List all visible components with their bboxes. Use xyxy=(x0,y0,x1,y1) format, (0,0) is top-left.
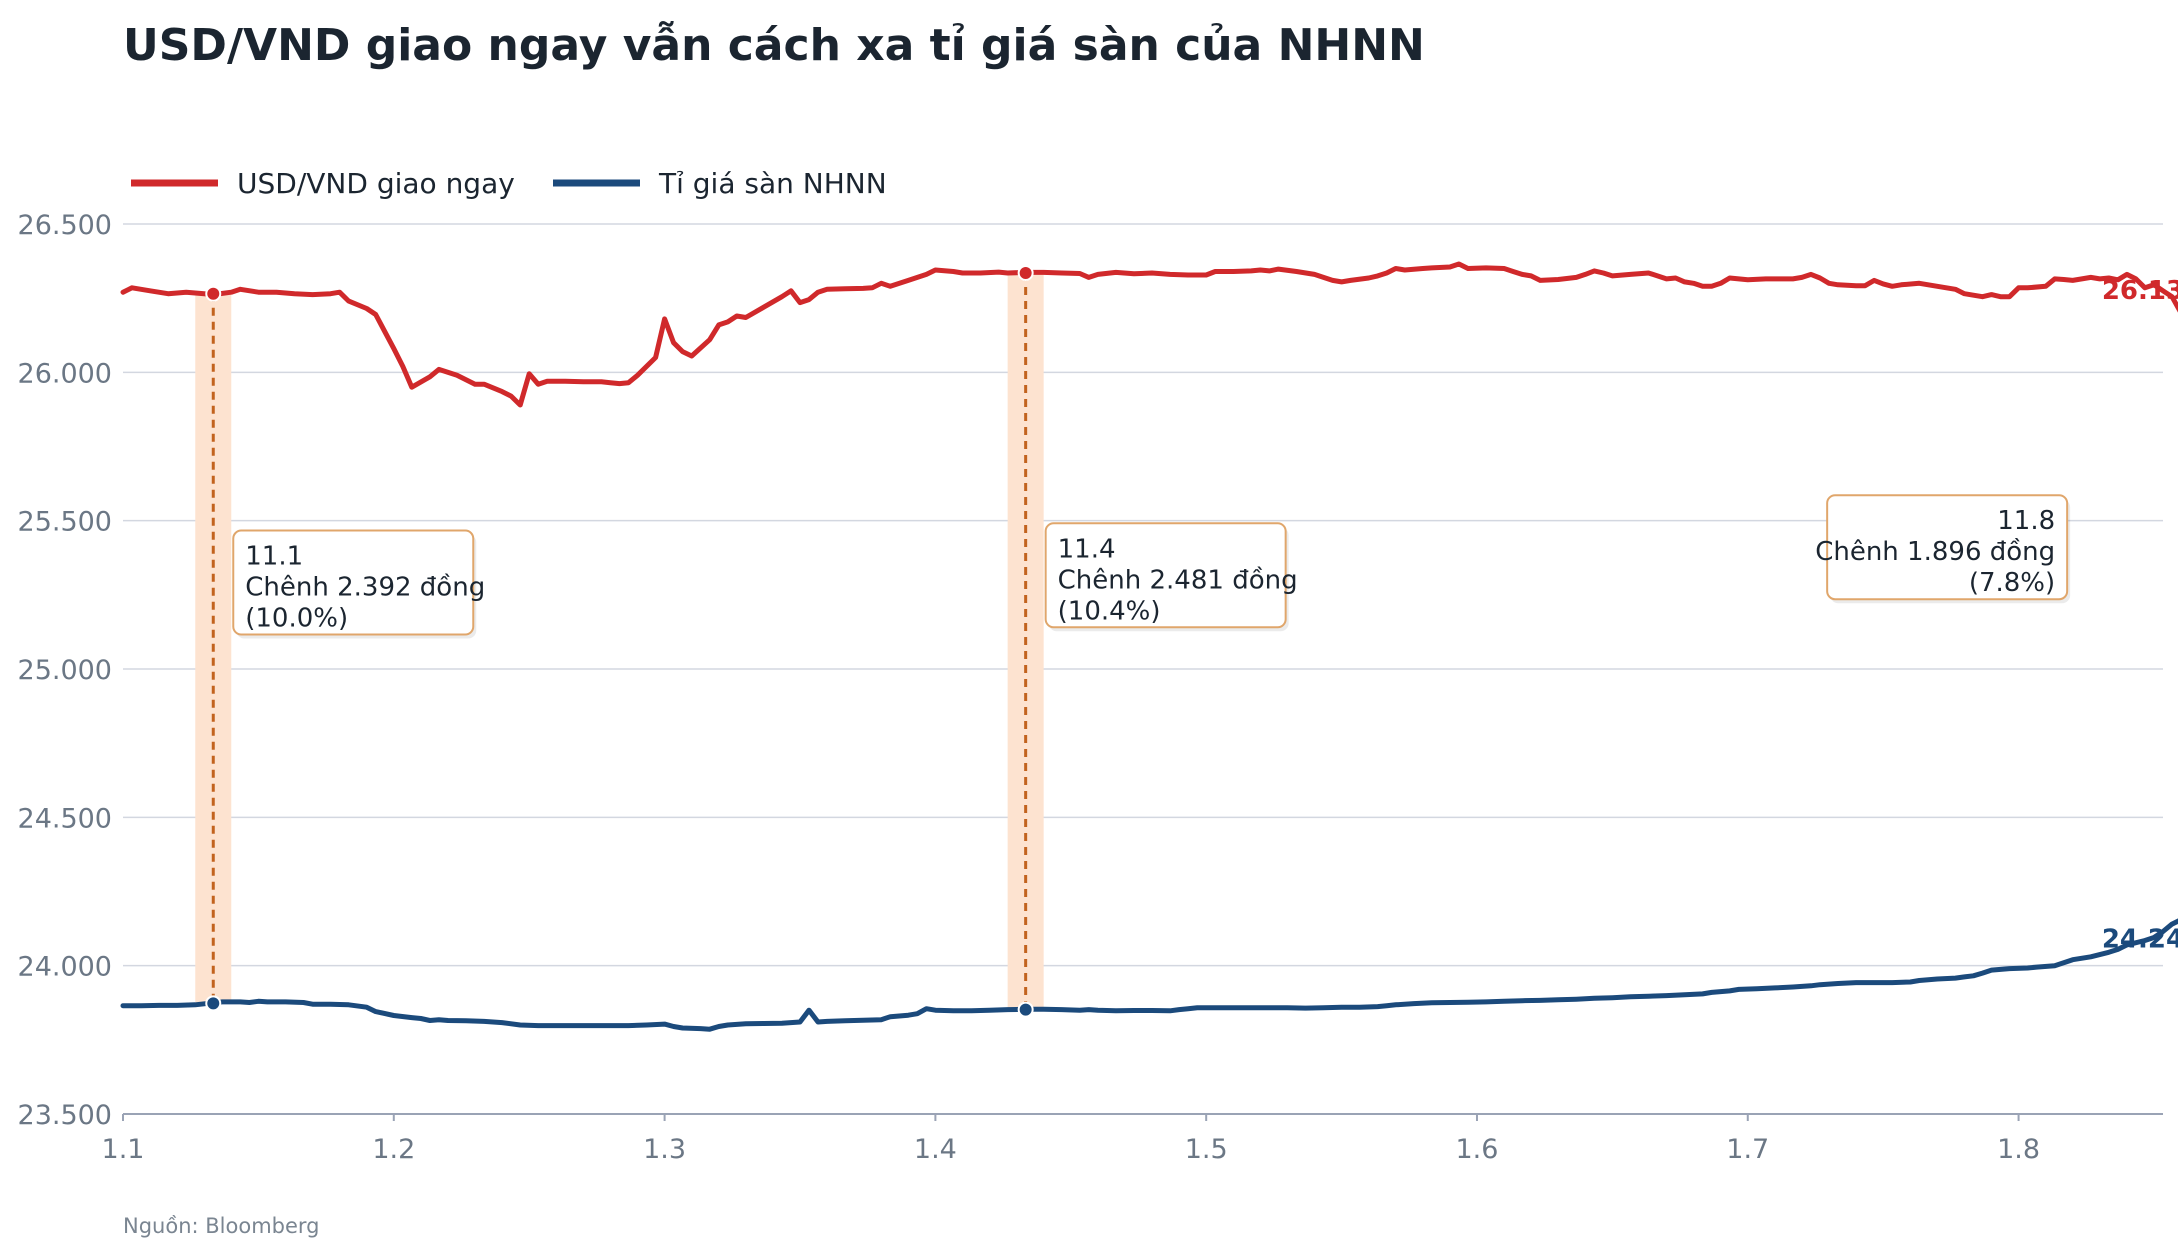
annotation-date: 11.1 xyxy=(245,542,303,572)
y-tick-label: 23.500 xyxy=(18,1100,112,1131)
x-tick-label: 1.6 xyxy=(1456,1134,1499,1165)
legend-label-floor: Tỉ giá sàn NHNN xyxy=(658,167,887,200)
gap-bands xyxy=(195,272,1044,1010)
end-label-floor: 24.240 xyxy=(2102,924,2178,954)
series-line-spot xyxy=(120,261,2178,408)
x-tick-label: 1.2 xyxy=(372,1134,415,1165)
marker-floor xyxy=(1017,1001,1034,1018)
y-axis: 23.500 24.000 24.500 25.000 25.500 26.000 26.5… xyxy=(18,210,112,1131)
annotation-diff: Chênh 1.896 đồng xyxy=(1815,537,2055,567)
marker-spot xyxy=(1017,264,1034,281)
legend-label-spot: USD/VND giao ngay xyxy=(237,167,515,200)
legend: USD/VND giao ngay Tỉ giá sàn NHNN xyxy=(131,167,887,200)
annotation-diff: Chênh 2.392 đồng xyxy=(245,573,485,603)
y-tick-label: 24.500 xyxy=(18,803,112,834)
y-tick-label: 25.500 xyxy=(18,507,112,538)
y-tick-label: 26.500 xyxy=(18,210,112,241)
marker-spot xyxy=(205,285,222,302)
annotation-box xyxy=(1044,522,1287,629)
annotation-date: 11.4 xyxy=(1058,534,1116,564)
y-tick-label: 24.000 xyxy=(18,952,112,983)
end-label-spot: 26.136 xyxy=(2102,276,2178,306)
gridlines xyxy=(123,223,2163,1115)
chart-title: USD/VND giao ngay vẫn cách xa tỉ giá sàn… xyxy=(123,20,1425,71)
x-tick-label: 1.3 xyxy=(643,1134,686,1165)
y-tick-label: 25.000 xyxy=(18,655,112,686)
annotation-box xyxy=(1826,494,2069,601)
gap-markers xyxy=(205,264,1034,1018)
x-tick-label: 1.4 xyxy=(914,1134,957,1165)
annotation-box xyxy=(232,529,475,636)
annotation-pct: (10.4%) xyxy=(1058,596,1161,626)
x-tick-label: 1.8 xyxy=(1997,1134,2040,1165)
annotation-date: 11.8 xyxy=(1997,506,2055,536)
end-labels: 26.136 24.240 xyxy=(2102,276,2178,954)
y-tick-label: 26.000 xyxy=(18,358,112,389)
x-tick-label: 1.5 xyxy=(1185,1134,1228,1165)
source-note: Nguồn: Bloomberg xyxy=(123,1214,320,1238)
annotation-diff: Chênh 2.481 đồng xyxy=(1058,565,1298,595)
annotation-pct: (10.0%) xyxy=(245,604,348,634)
x-axis: 1.1 1.2 1.3 1.4 1.5 1.6 1.7 1.8 xyxy=(102,1114,2040,1165)
series-line-floor xyxy=(120,918,2178,1032)
series-lines xyxy=(120,261,2178,1032)
x-tick-label: 1.7 xyxy=(1726,1134,1769,1165)
annotation-pct: (7.8%) xyxy=(1969,568,2055,598)
x-tick-label: 1.1 xyxy=(102,1134,145,1165)
marker-floor xyxy=(205,995,222,1012)
